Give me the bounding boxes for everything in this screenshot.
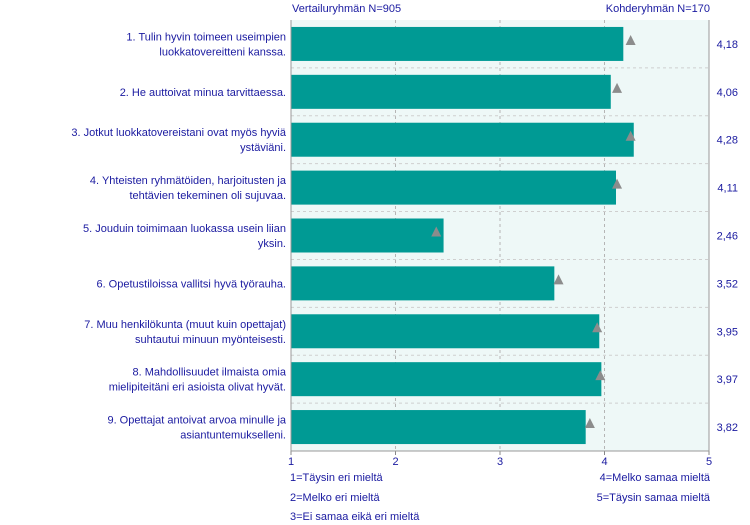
scale-legend-3: 3=Ei samaa eikä eri mieltä [290, 511, 420, 523]
category-label: suhtautui minuun myönteisesti. [135, 334, 286, 346]
value-label: 3,52 [717, 278, 738, 290]
category-label: 9. Opettajat antoivat arvoa minulle ja [107, 415, 286, 427]
bar [291, 74, 611, 109]
value-label: 2,46 [717, 231, 738, 243]
bar [291, 218, 444, 253]
value-label: 4,11 [717, 183, 738, 195]
scale-legend-1: 1=Täysin eri mieltä [290, 472, 383, 484]
category-label: ystäviäni. [240, 142, 286, 154]
bar [291, 122, 634, 157]
scale-legend-5: 5=Täysin samaa mieltä [596, 492, 710, 504]
x-tick-label: 5 [706, 456, 712, 468]
value-label: 3,82 [717, 422, 738, 434]
category-label: 8. Mahdollisuudet ilmaista omia [133, 367, 287, 379]
reference-marker [612, 178, 623, 189]
reference-marker [595, 370, 606, 381]
x-tick-label: 4 [601, 456, 607, 468]
category-label: 4. Yhteisten ryhmätöiden, harjoitusten j… [90, 175, 287, 187]
bar [291, 314, 600, 349]
reference-marker [612, 82, 623, 93]
reference-marker [584, 418, 595, 429]
value-label: 3,97 [717, 374, 738, 386]
bar [291, 362, 602, 397]
category-label: 5. Jouduin toimimaan luokassa usein liia… [83, 223, 286, 235]
category-label: mielipiteitäni eri asioista olivat hyvät… [109, 382, 286, 394]
bar [291, 170, 616, 205]
category-label: yksin. [258, 238, 286, 250]
value-label: 4,06 [717, 87, 738, 99]
category-label: 6. Opetustiloissa vallitsi hyvä työrauha… [96, 278, 286, 290]
value-label: 4,28 [717, 135, 738, 147]
category-label: 1. Tulin hyvin toimeen useimpien [126, 31, 286, 43]
reference-marker [553, 274, 564, 285]
category-label: 3. Jotkut luokkatovereistani ovat myös h… [71, 127, 286, 139]
target-group-label: Kohderyhmän N=170 [605, 3, 710, 15]
category-label: asiantuntemukselleni. [180, 430, 286, 442]
category-label: tehtävien tekeminen oli sujuvaa. [129, 190, 286, 202]
reference-marker [625, 130, 636, 141]
x-tick-label: 2 [392, 456, 398, 468]
category-label: 2. He auttoivat minua tarvittaessa. [120, 87, 286, 99]
value-label: 4,18 [717, 39, 738, 51]
reference-marker [625, 34, 636, 45]
x-tick-label: 1 [288, 456, 294, 468]
category-label: 7. Muu henkilökunta (muut kuin opettajat… [84, 319, 286, 331]
value-label: 3,95 [717, 326, 738, 338]
category-label: luokkatovereitteni kanssa. [159, 46, 286, 58]
reference-group-label: Vertailuryhmän N=905 [292, 3, 402, 15]
reference-marker [592, 322, 603, 333]
scale-legend-2: 2=Melko eri mieltä [290, 492, 380, 504]
x-tick-label: 3 [497, 456, 503, 468]
bar [291, 410, 586, 445]
reference-marker [431, 226, 442, 237]
bar [291, 266, 555, 301]
scale-legend-4: 4=Melko samaa mieltä [599, 472, 710, 484]
bar [291, 26, 624, 61]
